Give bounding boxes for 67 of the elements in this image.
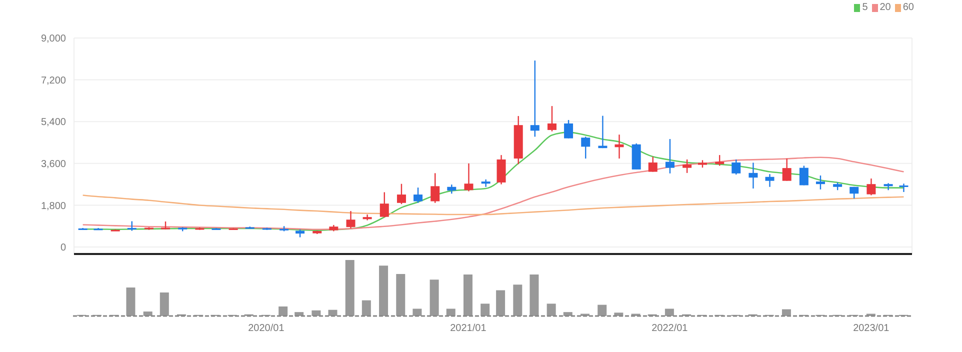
bar: [598, 304, 607, 316]
x-tick-label: 2020/01: [248, 323, 285, 334]
candlestick: [665, 138, 674, 174]
y-tick-label: 9,000: [40, 34, 66, 45]
candlestick: [748, 162, 758, 190]
bar: [278, 306, 288, 316]
y-tick-label: 5,400: [40, 117, 66, 128]
candlestick: [782, 158, 792, 182]
x-tick-label: 2021/01: [450, 323, 487, 334]
bar: [430, 280, 439, 316]
candlestick: [530, 60, 540, 138]
bar: [463, 274, 472, 316]
bar: [379, 266, 388, 316]
bar: [396, 274, 406, 316]
candlestick: [682, 158, 692, 174]
bar: [345, 260, 354, 316]
candlestick: [648, 156, 658, 172]
candlestick: [346, 210, 356, 230]
line-series: [82, 156, 904, 230]
legend-label: 20: [880, 2, 891, 13]
bar: [312, 310, 321, 316]
bar: [126, 287, 136, 316]
bar: [614, 312, 624, 316]
y-tick-label: 3,600: [40, 158, 66, 170]
x-tick-label: 2023/01: [853, 323, 890, 334]
y-tick-label: 0: [60, 242, 66, 254]
candlestick: [816, 174, 825, 190]
candlestick: [481, 178, 490, 188]
candlestick: [127, 220, 136, 232]
candlestick: [799, 165, 808, 186]
bar: [782, 309, 791, 316]
candlestick: [765, 174, 774, 188]
bar: [446, 308, 456, 316]
candlestick: [899, 183, 908, 193]
bar: [530, 274, 539, 316]
y-tick-label: 1,800: [40, 200, 66, 212]
bar: [496, 290, 506, 316]
candlestick: [732, 158, 741, 176]
candlestick: [496, 154, 506, 185]
bar: [294, 312, 304, 316]
bar: [328, 310, 338, 316]
candlestick: [547, 105, 556, 132]
candlestick: [380, 192, 389, 218]
x-tick-label: 2022/01: [652, 323, 688, 334]
line-series: [82, 194, 904, 216]
candlestick: [396, 183, 406, 205]
bar: [546, 304, 556, 316]
legend-label: 60: [902, 2, 914, 13]
bar: [480, 304, 490, 316]
candlestick: [884, 182, 893, 191]
bar: [412, 308, 422, 316]
bar: [143, 312, 152, 316]
bar: [362, 300, 371, 316]
candlestick: [464, 162, 474, 192]
bar: [513, 284, 522, 316]
candlestick: [581, 136, 590, 160]
candlestick: [414, 186, 423, 204]
bar: [664, 308, 674, 316]
candlestick: [866, 178, 876, 196]
bar: [563, 312, 572, 316]
legend-label: 5: [862, 2, 868, 13]
y-tick-label: 7,200: [40, 75, 66, 86]
candlestick: [430, 172, 440, 204]
bar: [160, 292, 169, 316]
candlestick: [564, 119, 574, 139]
candlestick: [614, 134, 624, 160]
candlestick: [447, 184, 456, 194]
